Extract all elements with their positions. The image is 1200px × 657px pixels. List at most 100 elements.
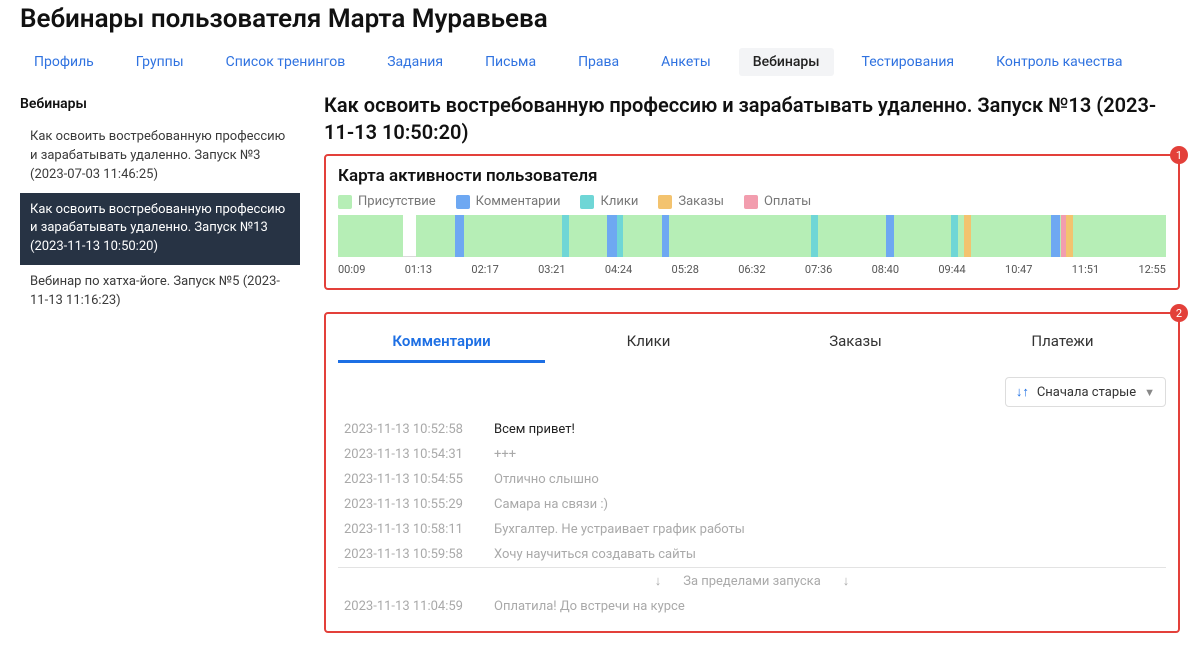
panel-badge-1: 1 <box>1170 146 1188 164</box>
comment-body: Оплатила! До встречи на курсе <box>488 594 1166 619</box>
comment-timestamp: 2023-11-13 10:54:55 <box>338 467 488 492</box>
top-tab-1[interactable]: Группы <box>122 48 198 76</box>
comment-timestamp: 2023-11-13 10:54:31 <box>338 442 488 467</box>
axis-label-5: 05:28 <box>672 263 699 276</box>
legend-swatch <box>456 195 470 209</box>
comment-timestamp: 2023-11-13 10:59:58 <box>338 542 488 568</box>
webinar-title: Как освоить востребованную профессию и з… <box>324 92 1180 146</box>
timeline-segment-11 <box>1051 215 1059 257</box>
timeline-segment-8 <box>886 215 894 257</box>
axis-label-9: 09:44 <box>938 263 965 276</box>
comment-row: 2023-11-13 10:54:55Отлично слышно <box>338 467 1166 492</box>
comment-body: Всем привет! <box>488 417 1166 442</box>
details-tab-2[interactable]: Заказы <box>752 324 959 363</box>
page-title: Вебинары пользователя Марта Муравьева <box>20 4 1180 34</box>
axis-label-8: 08:40 <box>872 263 899 276</box>
comment-timestamp: 2023-11-13 10:58:11 <box>338 517 488 542</box>
sidebar: Вебинары Как освоить востребованную проф… <box>20 92 300 655</box>
timeline-segment-2 <box>455 215 465 257</box>
sort-button[interactable]: ↓↑ Сначала старые ▼ <box>1005 377 1166 407</box>
comment-row: 2023-11-13 11:04:59Оплатила! До встречи … <box>338 594 1166 619</box>
comment-body: +++ <box>488 442 1166 467</box>
top-tabs: Профиль Группы Список тренингов Задания Пись… <box>20 48 1180 82</box>
top-tab-4[interactable]: Письма <box>471 48 550 76</box>
timeline-segment-13 <box>1066 215 1072 257</box>
activity-legend: Присутствие Комментарии Клики Заказы Оплаты <box>338 194 1166 209</box>
comment-body: Бухгалтер. Не устраивает график работы <box>488 517 1166 542</box>
top-tab-6[interactable]: Анкеты <box>647 48 725 76</box>
legend-label: Оплаты <box>764 194 811 209</box>
legend-label: Заказы <box>678 194 724 209</box>
sort-icon: ↓↑ <box>1016 384 1029 400</box>
separator-label: За пределами запуска <box>683 574 821 589</box>
details-tab-3[interactable]: Платежи <box>959 324 1166 363</box>
legend-swatch <box>580 195 594 209</box>
timeline-segment-10 <box>964 215 972 257</box>
comment-timestamp: 2023-11-13 11:04:59 <box>338 594 488 619</box>
comment-row: 2023-11-13 10:55:29Самара на связи :) <box>338 492 1166 517</box>
panel-badge-2: 2 <box>1170 304 1188 322</box>
sidebar-item-0[interactable]: Как освоить востребованную профессию и з… <box>20 120 300 193</box>
activity-panel-title: Карта активности пользователя <box>338 166 1166 186</box>
axis-label-1: 01:13 <box>405 263 432 276</box>
legend-swatch <box>338 195 352 209</box>
top-tab-0[interactable]: Профиль <box>20 48 108 76</box>
timeline-segment-4 <box>607 215 617 257</box>
activity-timeline <box>338 215 1166 257</box>
comment-row: 2023-11-13 10:58:11Бухгалтер. Не устраив… <box>338 517 1166 542</box>
sidebar-item-2[interactable]: Вебинар по хатха-йоге. Запуск №5 (2023-1… <box>20 265 300 319</box>
details-tab-1[interactable]: Клики <box>545 324 752 363</box>
sidebar-item-1[interactable]: Как освоить востребованную профессию и з… <box>20 193 300 266</box>
comments-separator: ↓ За пределами запуска ↓ <box>338 568 1166 595</box>
timeline-segment-6 <box>662 215 668 257</box>
activity-axis: 00:09 01:13 02:17 03:21 04:24 05:28 06:32 07:36… <box>338 263 1166 276</box>
comment-row: 2023-11-13 10:52:58Всем привет! <box>338 417 1166 442</box>
axis-label-2: 02:17 <box>471 263 498 276</box>
activity-panel: 1 Карта активности пользователя Присутст… <box>324 154 1180 290</box>
axis-label-4: 04:24 <box>605 263 632 276</box>
top-tab-5[interactable]: Права <box>564 48 633 76</box>
timeline-segment-3 <box>562 215 570 257</box>
comment-body: Хочу научиться создавать сайты <box>488 542 1166 568</box>
timeline-segment-7 <box>811 215 817 257</box>
axis-label-12: 12:55 <box>1138 263 1165 276</box>
legend-swatch <box>744 195 758 209</box>
details-panel: 2 КомментарииКликиЗаказыПлатежи ↓↑ Снача… <box>324 312 1180 633</box>
comment-row: 2023-11-13 10:54:31+++ <box>338 442 1166 467</box>
legend-item-1: Комментарии <box>456 194 561 209</box>
chevron-down-icon: ▼ <box>1144 386 1155 399</box>
axis-label-7: 07:36 <box>805 263 832 276</box>
axis-label-10: 10:47 <box>1005 263 1032 276</box>
axis-label-0: 00:09 <box>338 263 365 276</box>
comments-table: 2023-11-13 10:52:58Всем привет!2023-11-1… <box>338 417 1166 619</box>
top-tab-8[interactable]: Тестирования <box>848 48 969 76</box>
legend-item-0: Присутствие <box>338 194 436 209</box>
legend-label: Клики <box>600 194 638 209</box>
arrow-down-icon: ↓ <box>843 574 850 589</box>
timeline-segment-0 <box>338 215 403 257</box>
sidebar-title: Вебинары <box>20 96 300 112</box>
arrow-down-icon: ↓ <box>655 574 662 589</box>
legend-item-3: Заказы <box>658 194 724 209</box>
top-tab-3[interactable]: Задания <box>373 48 457 76</box>
details-tab-0[interactable]: Комментарии <box>338 324 545 363</box>
comment-timestamp: 2023-11-13 10:55:29 <box>338 492 488 517</box>
legend-item-4: Оплаты <box>744 194 811 209</box>
legend-label: Присутствие <box>358 194 436 209</box>
timeline-segment-5 <box>617 215 623 257</box>
axis-label-11: 11:51 <box>1072 263 1099 276</box>
top-tab-7[interactable]: Вебинары <box>739 48 834 76</box>
comment-body: Отлично слышно <box>488 467 1166 492</box>
legend-swatch <box>658 195 672 209</box>
comment-timestamp: 2023-11-13 10:52:58 <box>338 417 488 442</box>
comment-body: Самара на связи :) <box>488 492 1166 517</box>
top-tab-2[interactable]: Список тренингов <box>212 48 360 76</box>
comment-row: 2023-11-13 10:59:58Хочу научиться создав… <box>338 542 1166 568</box>
top-tab-9[interactable]: Контроль качества <box>982 48 1136 76</box>
axis-label-3: 03:21 <box>538 263 565 276</box>
timeline-segment-9 <box>951 215 959 257</box>
legend-item-2: Клики <box>580 194 638 209</box>
axis-label-6: 06:32 <box>738 263 765 276</box>
legend-label: Комментарии <box>476 194 561 209</box>
details-tabs: КомментарииКликиЗаказыПлатежи <box>338 324 1166 363</box>
